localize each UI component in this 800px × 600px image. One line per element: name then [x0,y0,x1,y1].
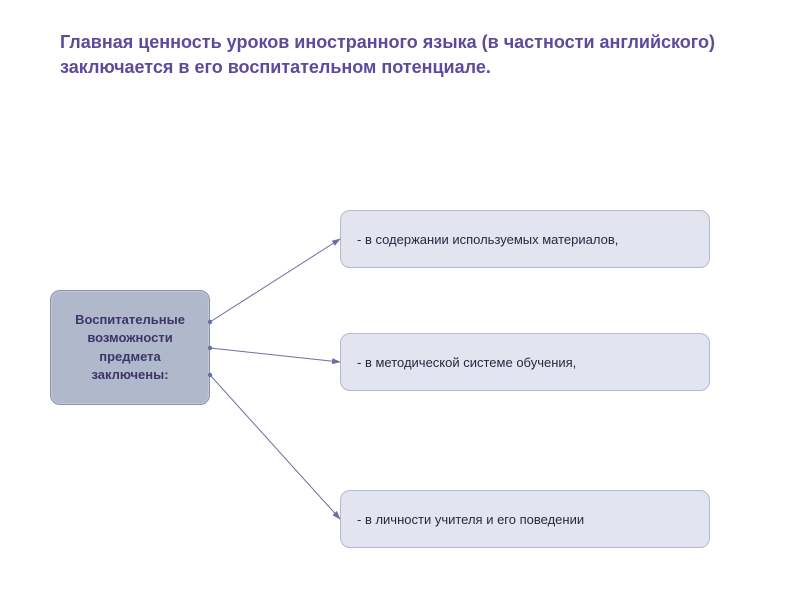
page-title: Главная ценность уроков иностранного язы… [60,30,740,80]
target-node-2-label: - в методической системе обучения, [357,355,576,370]
edge-2 [210,348,340,362]
source-node-label: Воспитательные возможности предмета закл… [63,311,197,384]
edge-1 [210,239,340,322]
target-node-3: - в личности учителя и его поведении [340,490,710,548]
target-node-2: - в методической системе обучения, [340,333,710,391]
target-node-1-label: - в содержании используемых материалов, [357,232,618,247]
edge-3 [210,375,340,519]
source-node: Воспитательные возможности предмета закл… [50,290,210,405]
target-node-1: - в содержании используемых материалов, [340,210,710,268]
target-node-3-label: - в личности учителя и его поведении [357,512,584,527]
